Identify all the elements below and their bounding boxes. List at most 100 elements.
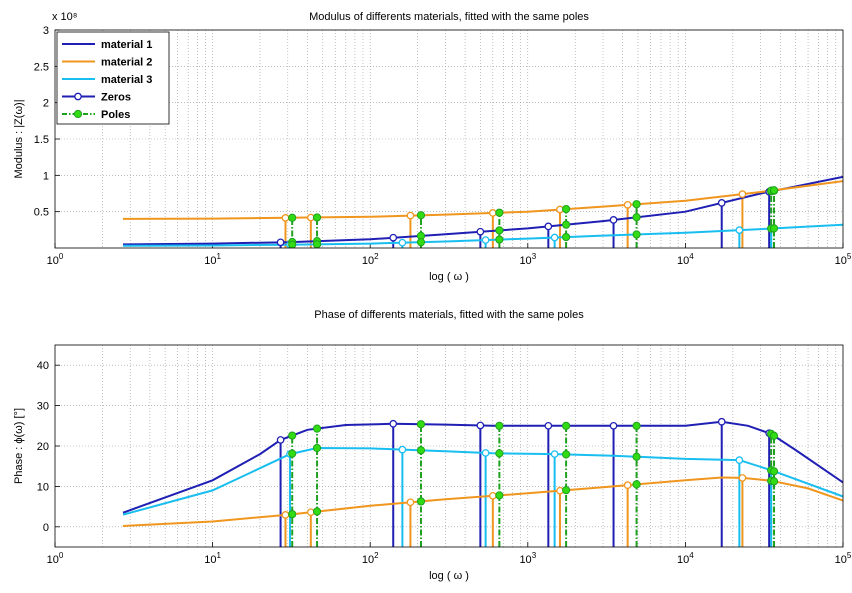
pole-marker: [562, 220, 571, 229]
pole-marker: [312, 213, 322, 222]
pole-marker: [632, 452, 641, 461]
zero-marker: [550, 450, 559, 458]
y-tick-label: 0.5: [34, 207, 49, 219]
pole-marker: [288, 240, 297, 248]
pole-marker: [632, 213, 641, 222]
pole-marker: [562, 421, 571, 430]
zero-marker: [550, 233, 559, 242]
zero-marker: [276, 436, 285, 444]
y-axis-label: Modulus : |Z(ω)|: [13, 99, 25, 178]
pole-marker: [632, 421, 641, 430]
zero-marker: [488, 491, 497, 500]
legend-label: material 2: [101, 57, 152, 69]
pole-marker: [562, 450, 571, 459]
x-tick-label: 100: [47, 252, 64, 267]
zero-marker: [389, 419, 398, 428]
pole-marker: [312, 507, 322, 516]
pole-marker: [769, 477, 779, 486]
pole-marker: [495, 449, 504, 458]
x-tick-label: 102: [362, 252, 379, 267]
x-axis-label: log ( ω ): [429, 570, 469, 582]
y-exponent-label: x 10⁸: [52, 11, 77, 23]
x-tick-label: 100: [47, 551, 64, 566]
pole-marker: [312, 424, 322, 433]
legend-zero-marker: [74, 92, 82, 101]
zero-marker: [406, 211, 415, 220]
x-tick-label: 103: [519, 252, 536, 267]
x-tick-label: 105: [835, 551, 852, 566]
zero-marker: [735, 226, 744, 234]
zero-marker: [609, 421, 618, 430]
pole-marker: [495, 208, 504, 217]
zero-marker: [476, 227, 485, 236]
zero-marker: [398, 445, 407, 454]
pole-marker: [495, 421, 504, 430]
zero-marker: [481, 449, 490, 457]
zero-marker: [488, 209, 497, 217]
pole-marker: [562, 232, 571, 242]
phase-plot: 100 101 102 103 104 105 0 10 20 30 40 Phase of diff…: [13, 309, 852, 582]
legend-label: Zeros: [101, 92, 131, 104]
zero-marker: [544, 222, 553, 231]
zero-marker: [398, 238, 407, 247]
pole-marker: [769, 431, 779, 440]
pole-marker: [769, 467, 779, 476]
pole-marker: [562, 204, 571, 214]
zero-marker: [623, 200, 632, 209]
pole-marker: [495, 226, 504, 235]
pole-marker: [312, 240, 322, 248]
zero-marker: [544, 421, 553, 430]
pole-marker: [416, 420, 426, 429]
y-tick-label: 3: [43, 25, 49, 37]
y-tick-label: 40: [37, 360, 49, 372]
zero-marker: [717, 199, 726, 207]
legend-label: material 1: [101, 39, 152, 51]
pole-marker: [562, 486, 571, 495]
y-tick-label: 10: [37, 481, 49, 493]
x-tick-label: 105: [835, 252, 852, 267]
series-line: [122, 420, 843, 514]
zero-marker: [281, 511, 290, 519]
zero-marker: [623, 481, 632, 490]
chart-title: Phase of differents materials, fitted wi…: [314, 309, 584, 321]
legend-pole-marker: [73, 109, 83, 119]
legend: material 1 material 2 material 3 Zeros Poles: [56, 31, 170, 125]
y-tick-label: 2: [43, 98, 49, 110]
zero-marker: [389, 233, 398, 242]
zero-marker: [276, 238, 285, 247]
x-tick-label: 104: [677, 551, 694, 566]
legend-label: Poles: [101, 109, 130, 121]
series-line: [122, 180, 843, 220]
zero-marker: [609, 216, 618, 224]
modulus-plot: 100 101 102 103 104 105 0.5 1 1.5 2 2.5 3 Modulus of…: [13, 11, 852, 283]
zero-marker: [717, 417, 726, 426]
zero-marker: [481, 236, 490, 244]
pole-marker: [632, 230, 641, 239]
pole-marker: [495, 235, 504, 244]
zero-marker: [476, 421, 485, 430]
pole-marker: [769, 224, 779, 233]
pole-marker: [416, 238, 426, 247]
pole-marker: [416, 497, 426, 506]
zero-marker: [735, 456, 744, 464]
y-axis-label: Phase : ϕ(ω) [°]: [13, 408, 25, 484]
x-tick-label: 103: [519, 551, 536, 566]
series-line: [122, 446, 843, 516]
pole-marker: [416, 446, 426, 455]
data-layer: [122, 417, 843, 547]
zero-marker: [406, 498, 415, 507]
pole-marker: [288, 449, 297, 458]
x-tick-label: 101: [204, 252, 221, 267]
zero-marker: [738, 190, 747, 199]
pole-marker: [416, 211, 426, 220]
x-tick-label: 104: [677, 252, 694, 267]
pole-marker: [288, 431, 297, 440]
pole-marker: [312, 443, 322, 453]
chart-title: Modulus of differents materials, fitted …: [309, 11, 589, 23]
zero-marker: [281, 214, 290, 222]
y-tick-label: 20: [37, 441, 49, 453]
legend-label: material 3: [101, 74, 152, 86]
pole-marker: [769, 186, 779, 195]
data-layer: [122, 175, 843, 248]
